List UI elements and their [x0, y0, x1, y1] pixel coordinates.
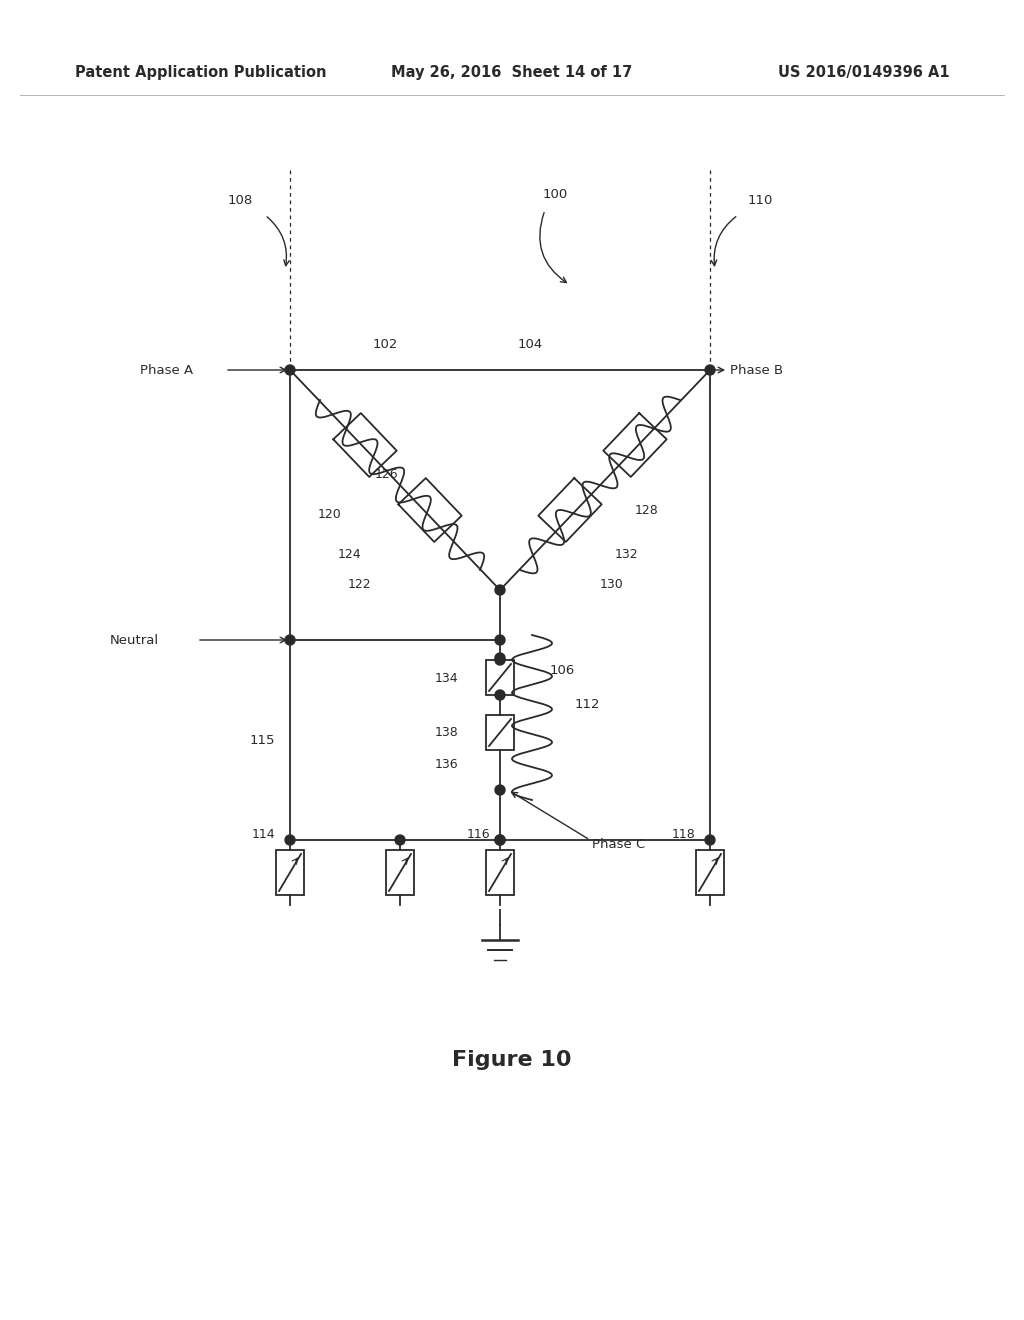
Text: 100: 100 — [543, 189, 567, 202]
Text: 112: 112 — [575, 698, 600, 711]
Text: May 26, 2016  Sheet 14 of 17: May 26, 2016 Sheet 14 of 17 — [391, 65, 633, 79]
Bar — [486, 660, 514, 696]
Text: 116: 116 — [466, 829, 490, 842]
Circle shape — [495, 836, 505, 845]
Text: Phase C: Phase C — [592, 838, 645, 851]
Circle shape — [495, 655, 505, 665]
Bar — [486, 850, 514, 895]
Circle shape — [495, 836, 505, 845]
Text: Phase A: Phase A — [140, 363, 194, 376]
Circle shape — [705, 836, 715, 845]
Text: 138: 138 — [434, 726, 458, 739]
Text: 124: 124 — [338, 549, 361, 561]
Text: 106: 106 — [550, 664, 575, 676]
Text: 132: 132 — [615, 549, 639, 561]
Text: 114: 114 — [251, 829, 275, 842]
Text: 130: 130 — [600, 578, 624, 591]
Text: Patent Application Publication: Patent Application Publication — [75, 65, 327, 79]
Bar — [696, 850, 724, 895]
Circle shape — [705, 366, 715, 375]
Circle shape — [285, 635, 295, 645]
Text: 108: 108 — [227, 194, 253, 206]
Circle shape — [285, 836, 295, 845]
Bar — [276, 850, 304, 895]
Text: 118: 118 — [672, 829, 695, 842]
Text: 104: 104 — [517, 338, 543, 351]
Circle shape — [495, 785, 505, 795]
Circle shape — [495, 585, 505, 595]
Bar — [486, 715, 514, 750]
Circle shape — [395, 836, 406, 845]
Text: 136: 136 — [434, 759, 458, 771]
Circle shape — [495, 690, 505, 700]
Circle shape — [285, 366, 295, 375]
Text: Figure 10: Figure 10 — [453, 1049, 571, 1071]
Text: Phase B: Phase B — [730, 363, 783, 376]
Text: Neutral: Neutral — [110, 634, 159, 647]
Text: 128: 128 — [635, 503, 658, 516]
Text: 102: 102 — [373, 338, 397, 351]
Text: 134: 134 — [434, 672, 458, 685]
Text: 110: 110 — [748, 194, 773, 206]
Text: US 2016/0149396 A1: US 2016/0149396 A1 — [778, 65, 950, 79]
Text: 122: 122 — [348, 578, 372, 591]
Circle shape — [495, 653, 505, 663]
Bar — [386, 850, 414, 895]
Text: 115: 115 — [250, 734, 275, 747]
Circle shape — [495, 635, 505, 645]
Text: 120: 120 — [318, 508, 342, 521]
Text: 126: 126 — [375, 469, 398, 482]
